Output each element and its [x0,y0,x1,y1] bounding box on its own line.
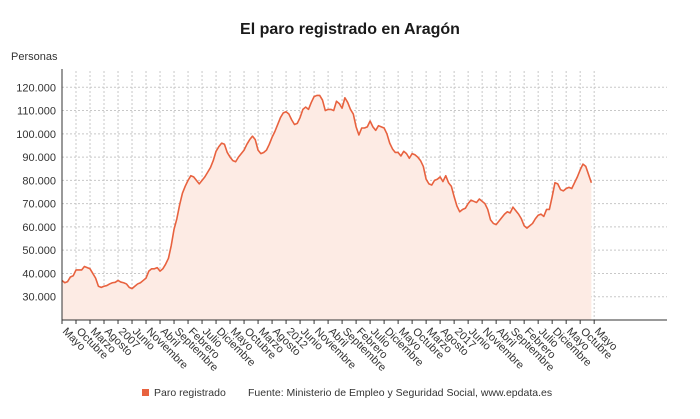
y-tick-labels: 30.000 40.000 50.000 60.000 70.000 80.000 90.0… [16,82,56,303]
series-line-path [61,94,593,290]
y-axis-label: Personas [11,51,58,63]
y-tick-label: 120.000 [16,82,56,94]
legend: Paro registrado Fuente: Ministerio de Em… [142,387,552,399]
y-tick-label: 110.000 [17,106,56,118]
area-fill [62,95,592,321]
series-line [61,94,593,290]
legend-swatch [142,389,149,396]
y-tick-label: 80.000 [22,175,56,187]
y-tick-label: 100.000 [16,129,56,141]
y-tick-label: 70.000 [22,199,56,211]
x-tick-labels: MayoOctubreMarzoAgosto2007JunioNoviembre… [60,326,620,374]
y-tick-label: 30.000 [22,292,56,304]
chart-title: El paro registrado en Aragón [240,21,460,38]
series-area [62,95,592,321]
source-note: Fuente: Ministerio de Empleo y Seguridad… [248,387,552,399]
legend-label: Paro registrado [154,387,226,399]
y-tick-label: 40.000 [22,268,56,280]
y-tick-label: 60.000 [22,222,56,234]
y-tick-label: 90.000 [22,152,56,164]
axes [61,69,667,324]
y-tick-label: 50.000 [22,245,56,257]
